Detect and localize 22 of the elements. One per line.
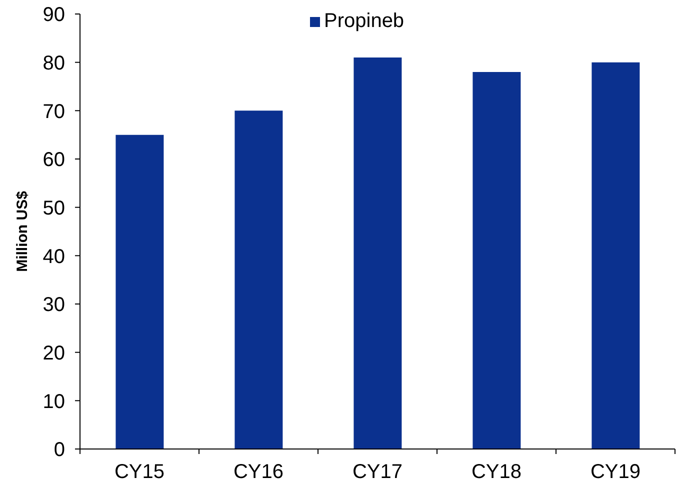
x-tick-label: CY15	[114, 461, 165, 483]
y-tick-label: 0	[54, 439, 65, 462]
x-tick-label: CY19	[590, 461, 641, 483]
bar	[472, 72, 521, 449]
y-tick-label: 30	[42, 294, 65, 316]
x-tick-label: CY16	[233, 461, 284, 483]
y-tick-label: 20	[42, 342, 65, 364]
y-tick-label: 10	[42, 390, 65, 413]
y-tick-label: 70	[42, 100, 65, 123]
y-tick-label: 80	[42, 52, 65, 74]
y-axis-title: Million US$	[14, 190, 30, 272]
bar	[354, 58, 402, 449]
y-tick-label: 50	[42, 197, 65, 220]
x-tick-label: CY18	[471, 461, 522, 483]
y-tick-label: 60	[42, 149, 65, 172]
bar	[116, 134, 164, 449]
legend-label: Propineb	[324, 10, 404, 32]
y-tick-label: 40	[42, 246, 65, 268]
x-tick-label: CY17	[352, 461, 403, 483]
bar	[234, 110, 283, 449]
y-tick-label: 90	[42, 4, 65, 26]
bar	[592, 62, 640, 449]
